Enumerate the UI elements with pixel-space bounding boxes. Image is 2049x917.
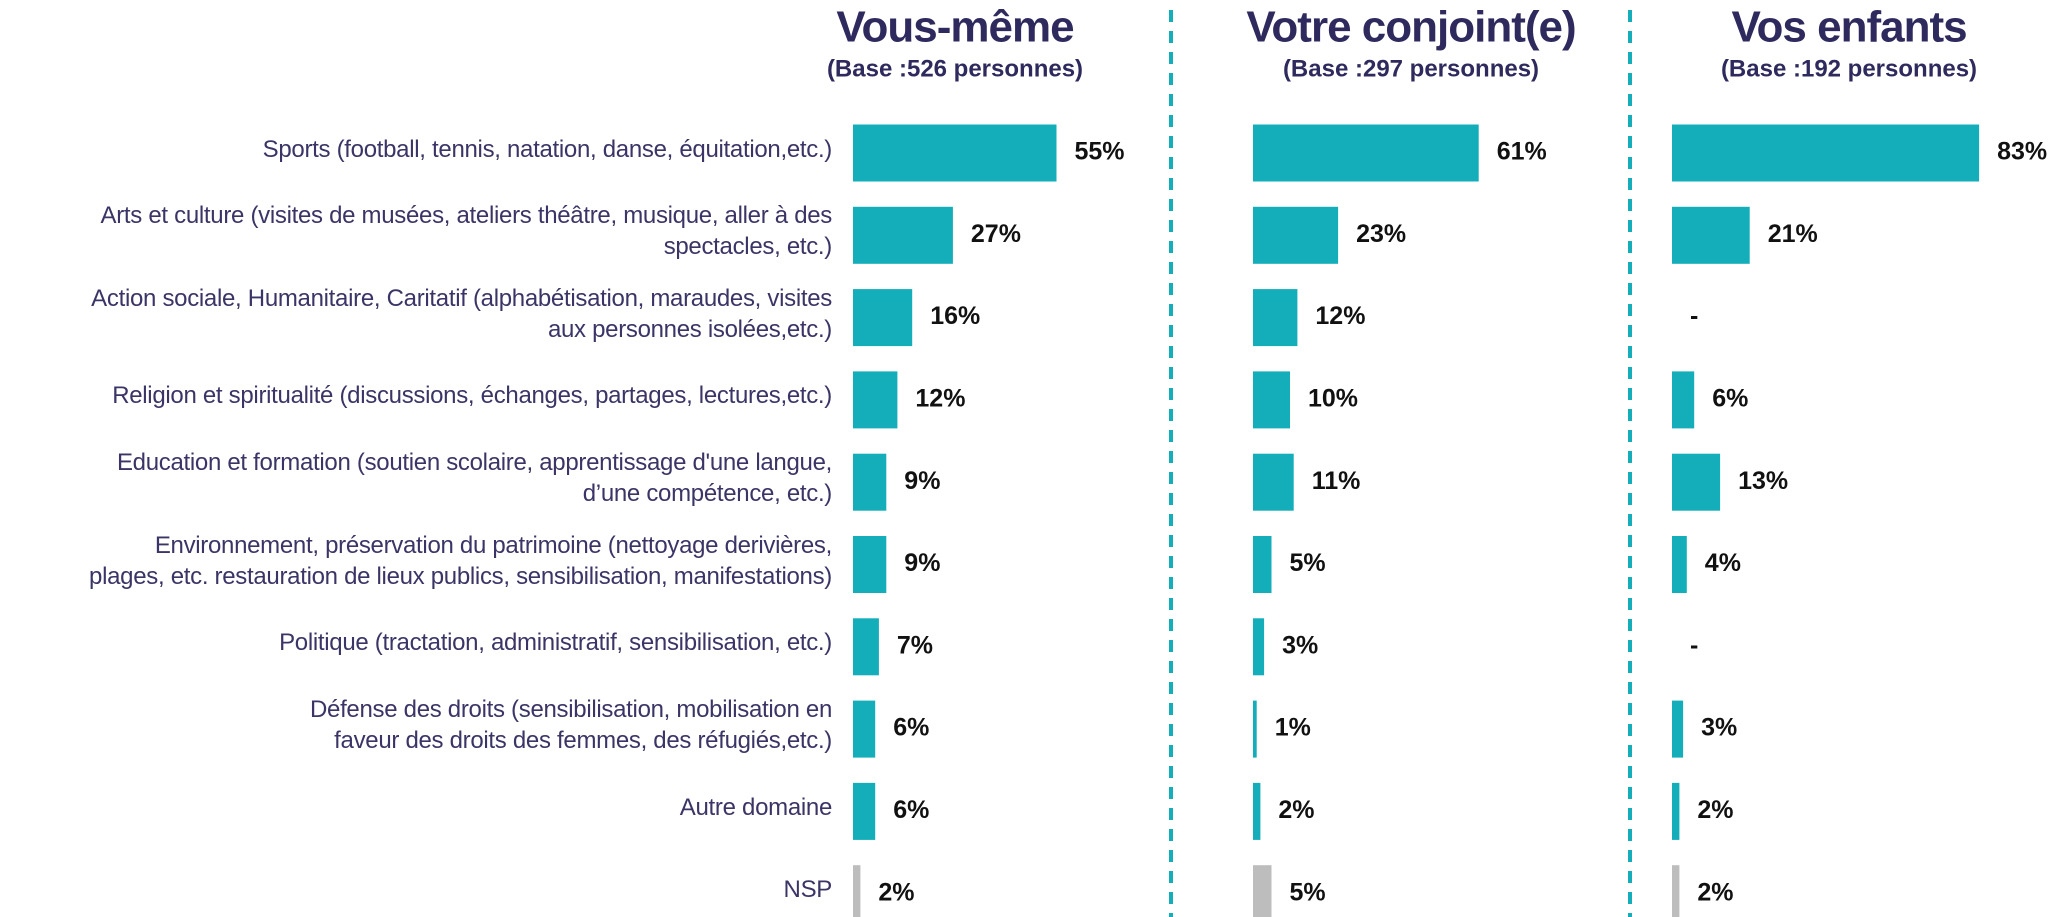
bar: [1672, 536, 1687, 593]
bar: [853, 865, 861, 917]
value-label: 7%: [897, 631, 933, 659]
category-label: Environnement, préservation du patrimoin…: [89, 531, 832, 590]
bar: [853, 124, 1057, 182]
value-label: 23%: [1356, 220, 1406, 248]
category-label: Politique (tractation, administratif, se…: [279, 629, 832, 657]
value-label: -: [1690, 302, 1698, 330]
bar: [1253, 124, 1479, 182]
bar: [1253, 453, 1294, 511]
bar: [1253, 289, 1298, 347]
value-label: 16%: [930, 302, 980, 330]
category-label: Défense des droits (sensibilisation, mob…: [309, 696, 832, 755]
value-label: 3%: [1282, 631, 1318, 659]
bar: [1253, 536, 1272, 593]
value-label: 2%: [1697, 878, 1733, 906]
bar: [853, 371, 898, 429]
panel-title: Vos enfants: [1731, 3, 1966, 52]
panel-base: (Base :526 personnes): [827, 55, 1083, 82]
value-label: 1%: [1275, 714, 1311, 742]
bar: [853, 453, 887, 511]
value-label: 27%: [971, 220, 1021, 248]
value-label: 61%: [1497, 138, 1547, 166]
value-label: 10%: [1308, 385, 1358, 413]
value-label: 2%: [878, 878, 914, 906]
value-label: 55%: [1075, 138, 1125, 166]
value-label: 12%: [915, 385, 965, 413]
value-label: 6%: [893, 796, 929, 824]
value-label: 11%: [1312, 467, 1361, 495]
bar: [1672, 700, 1684, 758]
bar: [853, 618, 879, 676]
bar: [1253, 618, 1265, 676]
bar: [1672, 206, 1750, 264]
bar: [853, 700, 876, 758]
category-label: Action sociale, Humanitaire, Caritatif (…: [91, 284, 832, 343]
value-label: 2%: [1278, 796, 1314, 824]
category-label: NSP: [783, 876, 833, 904]
value-label: 13%: [1738, 467, 1788, 495]
category-label: Arts et culture (visites de musées, atel…: [100, 202, 833, 261]
bar: [1253, 371, 1290, 429]
value-label: 9%: [904, 467, 940, 495]
value-label: 5%: [1290, 878, 1326, 906]
value-label: 21%: [1768, 220, 1818, 248]
bar: [853, 206, 953, 264]
panel-title: Votre conjoint(e): [1246, 3, 1575, 52]
category-label: Autre domaine: [679, 793, 833, 821]
value-label: -: [1690, 631, 1698, 659]
value-label: 6%: [1712, 385, 1748, 413]
bar: [1253, 782, 1261, 840]
bar: [1253, 700, 1257, 758]
bar: [853, 536, 887, 593]
bar: [1672, 782, 1680, 840]
panel-title: Vous-même: [836, 3, 1073, 52]
bar: [1672, 453, 1721, 511]
bar: [1253, 206, 1339, 264]
bar: [853, 289, 913, 347]
value-label: 6%: [893, 714, 929, 742]
value-label: 12%: [1315, 302, 1365, 330]
panel-base: (Base :192 personnes): [1721, 55, 1977, 82]
bar: [1253, 865, 1272, 917]
value-label: 83%: [1997, 138, 2047, 166]
value-label: 3%: [1701, 714, 1737, 742]
panel-base: (Base :297 personnes): [1283, 55, 1539, 82]
bar: [1672, 865, 1680, 917]
value-label: 5%: [1290, 549, 1326, 577]
bar: [1672, 124, 1980, 182]
category-label: Education et formation (soutien scolaire…: [116, 449, 832, 508]
bar: [853, 782, 876, 840]
category-label: Sports (football, tennis, natation, dans…: [262, 135, 833, 163]
value-label: 2%: [1697, 796, 1733, 824]
category-label: Religion et spiritualité (discussions, é…: [112, 382, 832, 410]
bar: [1672, 371, 1695, 429]
value-label: 4%: [1705, 549, 1741, 577]
value-label: 9%: [904, 549, 940, 577]
